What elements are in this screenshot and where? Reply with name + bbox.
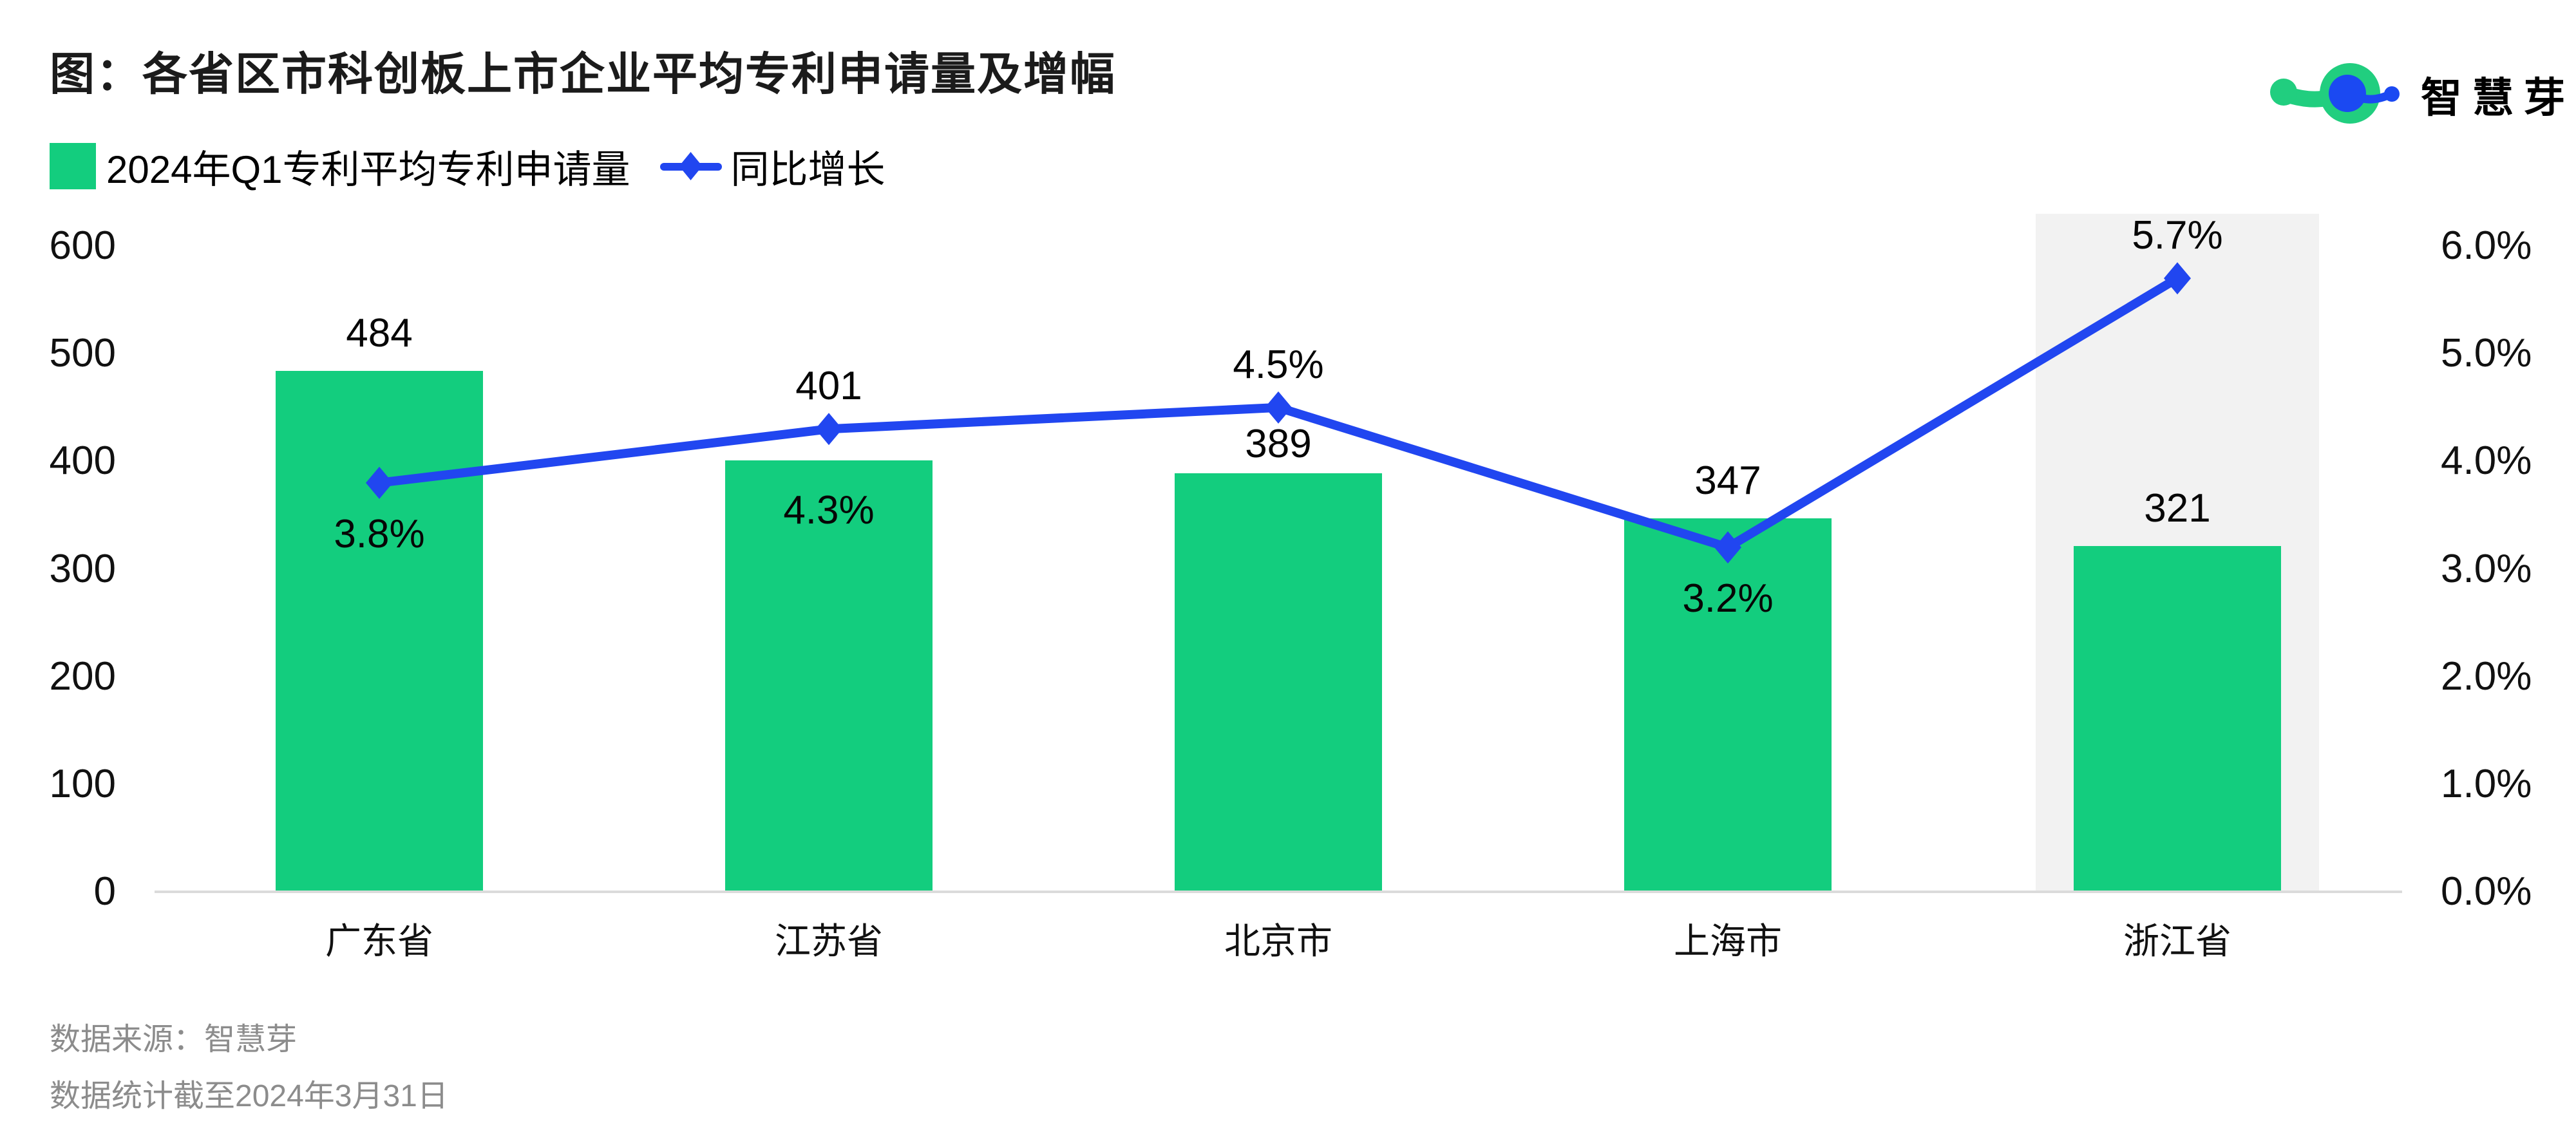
y-axis-left-tick: 500	[49, 331, 116, 376]
y-axis-right-tick: 1.0%	[2441, 761, 2532, 806]
y-axis-left-tick: 200	[49, 654, 116, 699]
brand-logo: 智慧芽	[2264, 53, 2575, 137]
line-point-diamond-icon-北京市	[1265, 391, 1292, 424]
y-axis-right-tick: 6.0%	[2441, 223, 2532, 269]
bar-value-label-江苏省: 401	[795, 364, 862, 409]
y-axis-right-tick: 4.0%	[2441, 438, 2532, 484]
logo-text: 智慧芽	[2421, 75, 2575, 121]
y-axis-right-tick: 3.0%	[2441, 546, 2532, 591]
growth-pct-label-上海市: 3.2%	[1682, 576, 1774, 621]
x-axis-label-广东省: 广东省	[325, 921, 433, 961]
bar-广东省	[276, 371, 483, 892]
data-source-note: 数据来源：智慧芽	[50, 1023, 298, 1057]
y-axis-left-tick: 100	[49, 761, 116, 806]
y-axis-right-tick: 2.0%	[2441, 654, 2532, 699]
bar-value-label-北京市: 389	[1245, 421, 1312, 466]
line-point-diamond-icon-江苏省	[815, 413, 842, 446]
y-axis-left-tick: 0	[93, 869, 116, 914]
growth-pct-label-广东省: 3.8%	[334, 511, 425, 556]
y-axis-right-tick: 0.0%	[2441, 869, 2532, 914]
x-axis-label-江苏省: 江苏省	[775, 921, 883, 961]
line-point-diamond-icon-浙江省	[2164, 262, 2191, 295]
bar-value-label-浙江省: 321	[2144, 486, 2211, 531]
y-axis-left-tick: 300	[49, 546, 116, 591]
page-title: 图：各省区市科创板上市企业平均专利申请量及增幅	[50, 49, 1116, 99]
y-axis-right-tick: 5.0%	[2441, 331, 2532, 376]
data-cutoff-note: 数据统计截至2024年3月31日	[50, 1079, 448, 1113]
legend-label-bar-series: 2024年Q1专利平均专利申请量	[106, 147, 630, 191]
legend-label-line-series: 同比增长	[730, 147, 886, 191]
patsnap-logo-icon	[2270, 63, 2400, 124]
chart-legend: 2024年Q1专利平均专利申请量 同比增长	[50, 135, 886, 197]
x-axis-label-北京市: 北京市	[1224, 921, 1332, 961]
y-axis-left-tick: 400	[49, 438, 116, 484]
bar-value-label-广东省: 484	[346, 311, 413, 356]
line-diamond-marker-icon	[659, 143, 722, 189]
line-point-diamond-icon-广东省	[366, 466, 393, 499]
x-axis-label-浙江省: 浙江省	[2123, 921, 2231, 961]
growth-pct-label-江苏省: 4.3%	[783, 487, 875, 533]
line-point-diamond-icon-上海市	[1714, 531, 1741, 564]
bar-浙江省	[2074, 546, 2281, 892]
growth-pct-label-北京市: 4.5%	[1233, 342, 1324, 387]
growth-pct-label-浙江省: 5.7%	[2132, 213, 2223, 258]
bar-value-label-上海市: 347	[1694, 458, 1761, 503]
bar-北京市	[1175, 473, 1382, 892]
y-axis-left-tick: 600	[49, 223, 116, 269]
bar-上海市	[1624, 518, 1832, 892]
bar-江苏省	[725, 460, 933, 892]
bar-swatch-icon	[50, 143, 96, 189]
x-axis-label-上海市: 上海市	[1674, 921, 1782, 961]
x-axis-line	[155, 891, 2402, 893]
